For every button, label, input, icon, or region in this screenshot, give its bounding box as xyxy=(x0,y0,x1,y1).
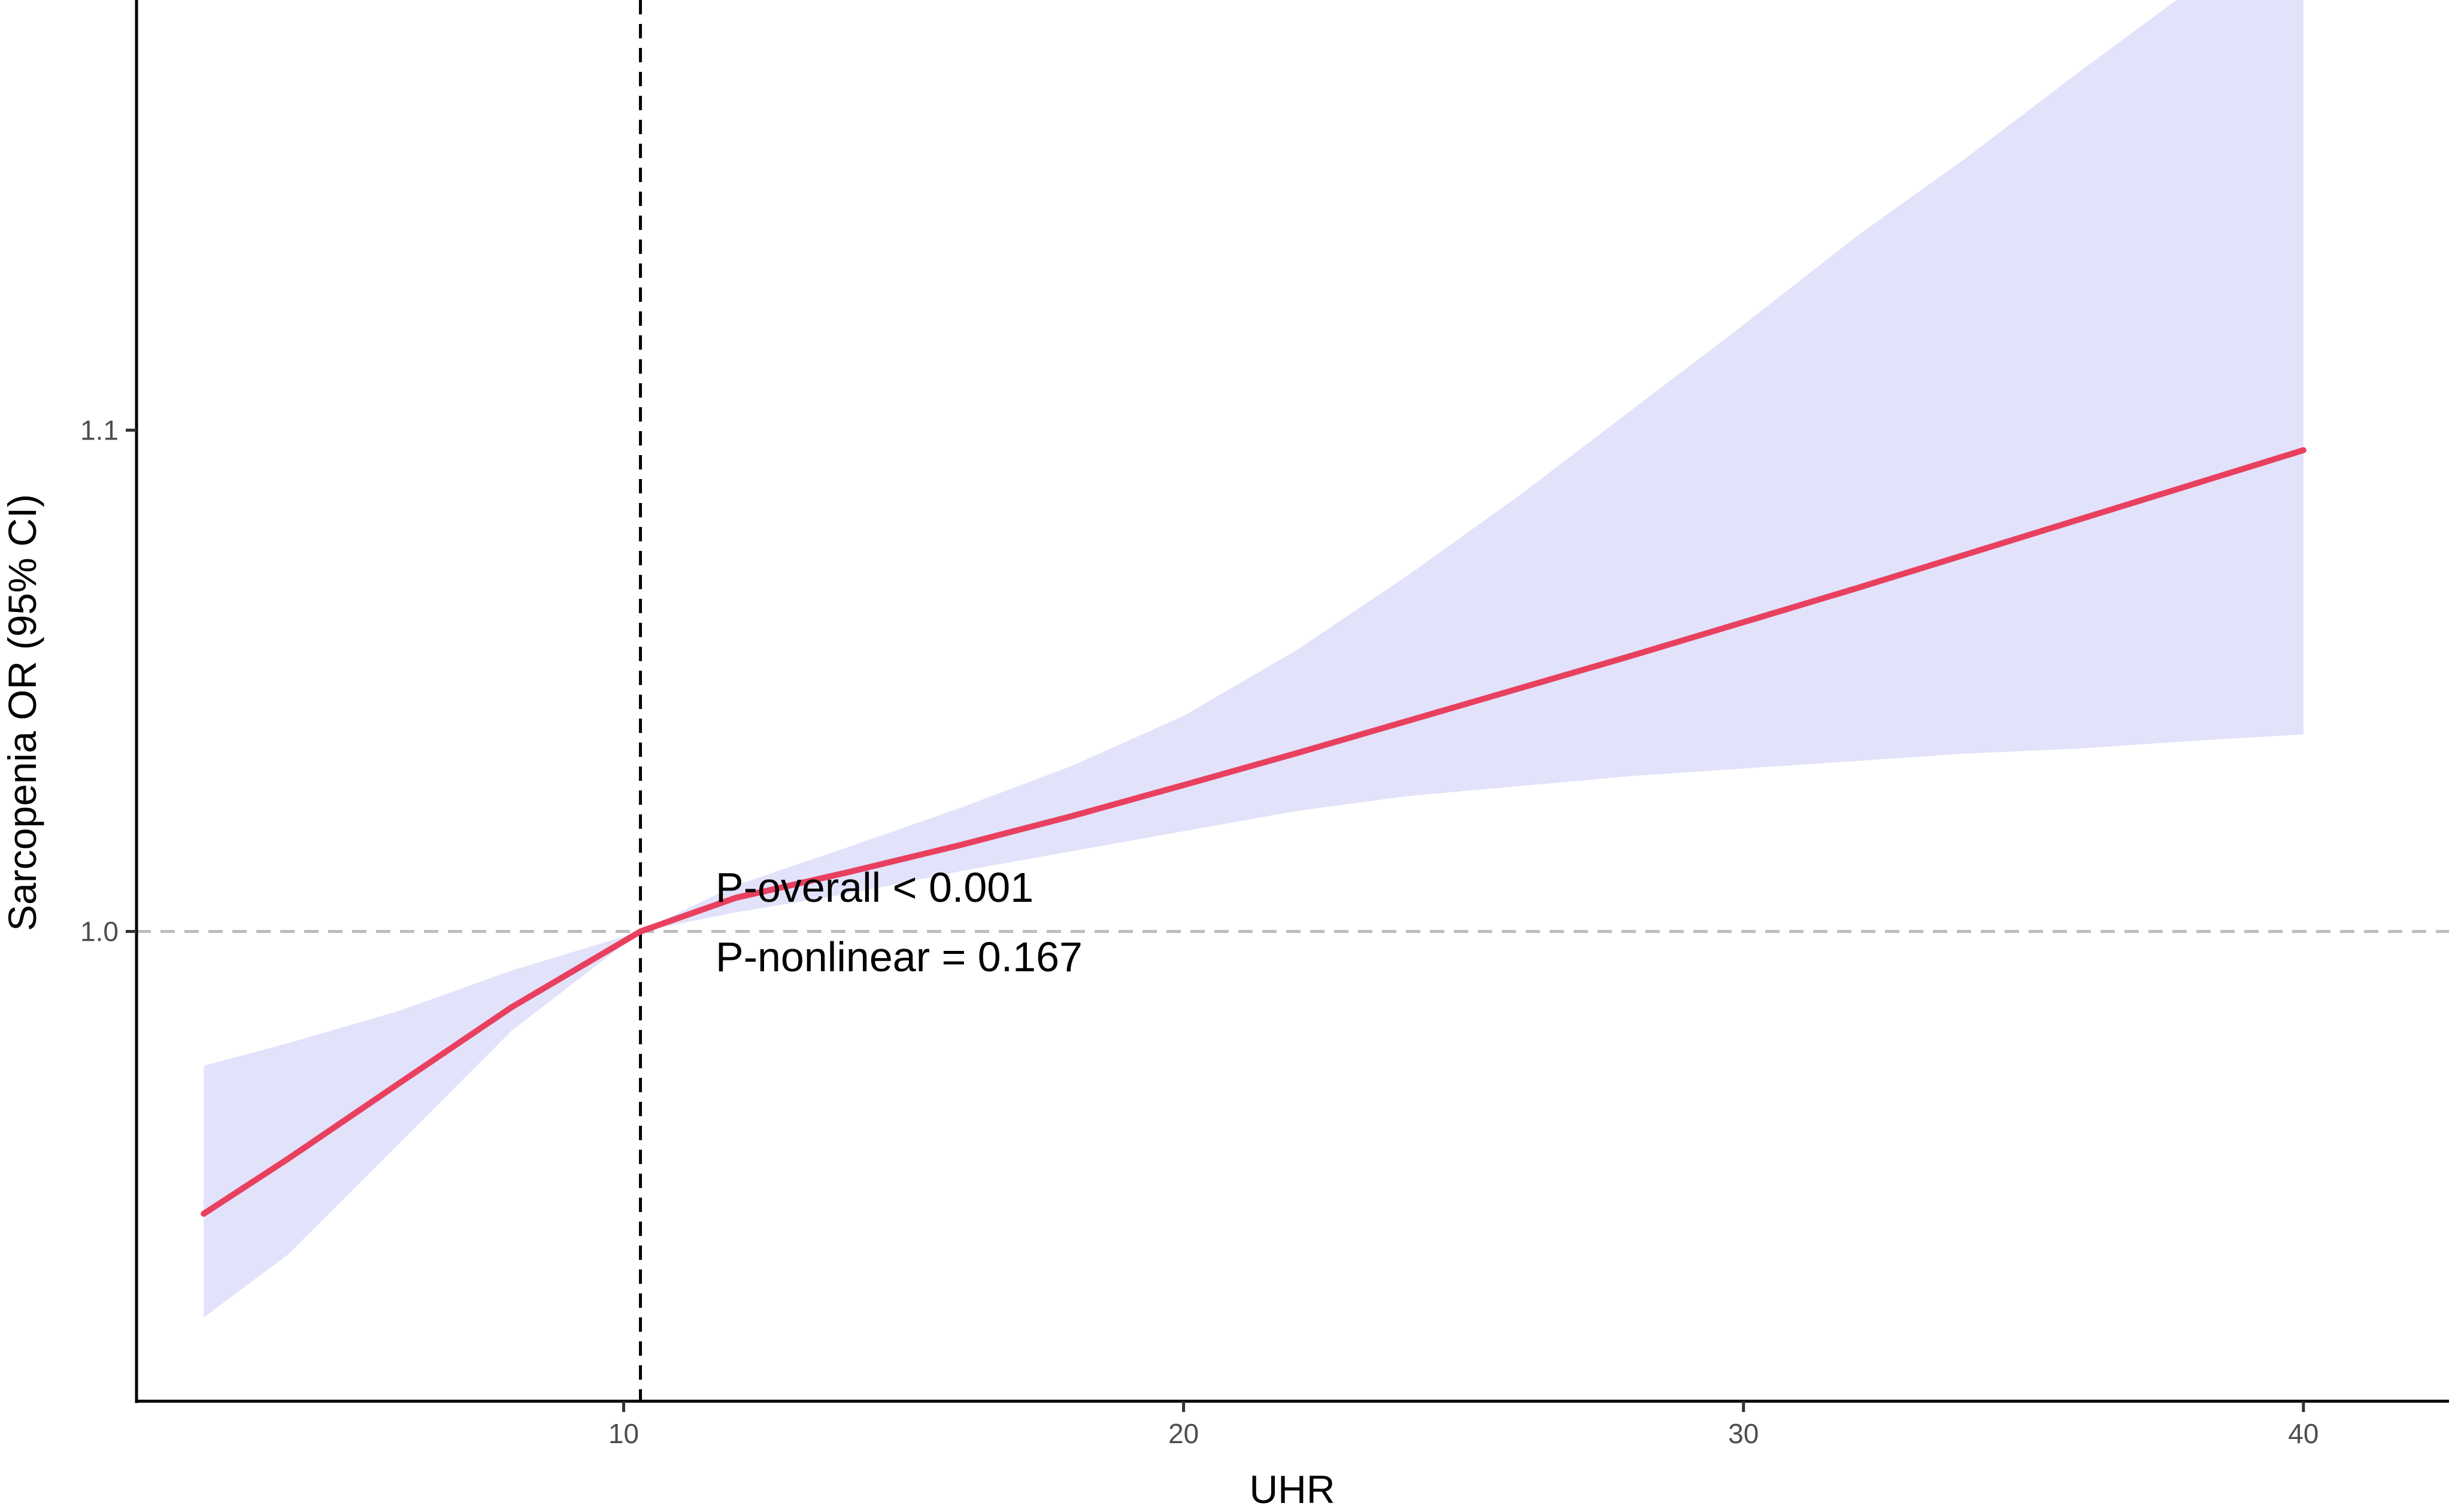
ci-band xyxy=(204,0,2304,1318)
y-axis-title: Sarcopenia OR (95% CI) xyxy=(0,494,44,931)
annotations: P-overall < 0.001 P-nonlinear = 0.167 xyxy=(716,864,1083,980)
y-tick-label: 1.1 xyxy=(80,414,119,446)
or-curve xyxy=(201,447,2306,1217)
ci-band-layer xyxy=(204,0,2304,1318)
y-tick-label: 1.0 xyxy=(80,916,119,947)
x-axis-title: UHR xyxy=(1250,1467,1335,1511)
p-nonlinear-annotation: P-nonlinear = 0.167 xyxy=(716,934,1083,980)
x-tick-label: 40 xyxy=(2288,1418,2318,1449)
x-tick-label: 20 xyxy=(1168,1418,1199,1449)
p-overall-annotation: P-overall < 0.001 xyxy=(716,864,1033,911)
reference-lines xyxy=(137,0,2449,1401)
or-curve-layer xyxy=(201,447,2306,1217)
x-tick-label: 30 xyxy=(1728,1418,1759,1449)
x-tick-label: 10 xyxy=(608,1418,639,1449)
axes: 10 20 30 40 1.0 1.1 xyxy=(80,0,2449,1449)
